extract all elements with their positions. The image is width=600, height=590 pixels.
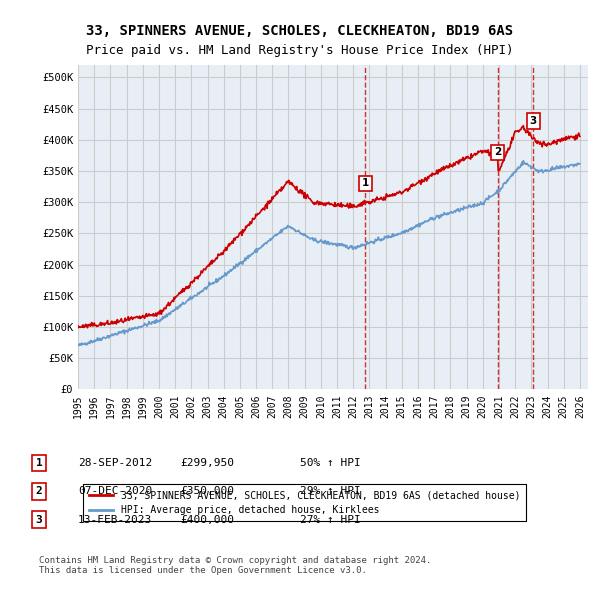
Text: 07-DEC-2020: 07-DEC-2020: [78, 487, 152, 496]
Text: Contains HM Land Registry data © Crown copyright and database right 2024.
This d: Contains HM Land Registry data © Crown c…: [39, 556, 431, 575]
Text: 13-FEB-2023: 13-FEB-2023: [78, 515, 152, 525]
Text: 3: 3: [530, 116, 537, 126]
Legend: 33, SPINNERS AVENUE, SCHOLES, CLECKHEATON, BD19 6AS (detached house), HPI: Avera: 33, SPINNERS AVENUE, SCHOLES, CLECKHEATO…: [83, 484, 526, 521]
Text: £299,950: £299,950: [180, 458, 234, 468]
Text: 28-SEP-2012: 28-SEP-2012: [78, 458, 152, 468]
Text: £400,000: £400,000: [180, 515, 234, 525]
Text: 3: 3: [35, 515, 43, 525]
Text: 2: 2: [494, 148, 502, 158]
Text: Price paid vs. HM Land Registry's House Price Index (HPI): Price paid vs. HM Land Registry's House …: [86, 44, 514, 57]
Text: 1: 1: [362, 179, 369, 188]
Text: 50% ↑ HPI: 50% ↑ HPI: [300, 458, 361, 468]
Text: 33, SPINNERS AVENUE, SCHOLES, CLECKHEATON, BD19 6AS: 33, SPINNERS AVENUE, SCHOLES, CLECKHEATO…: [86, 24, 514, 38]
Text: 29% ↑ HPI: 29% ↑ HPI: [300, 487, 361, 496]
Text: £350,000: £350,000: [180, 487, 234, 496]
Text: 2: 2: [35, 487, 43, 496]
Text: 1: 1: [35, 458, 43, 468]
Text: 27% ↑ HPI: 27% ↑ HPI: [300, 515, 361, 525]
